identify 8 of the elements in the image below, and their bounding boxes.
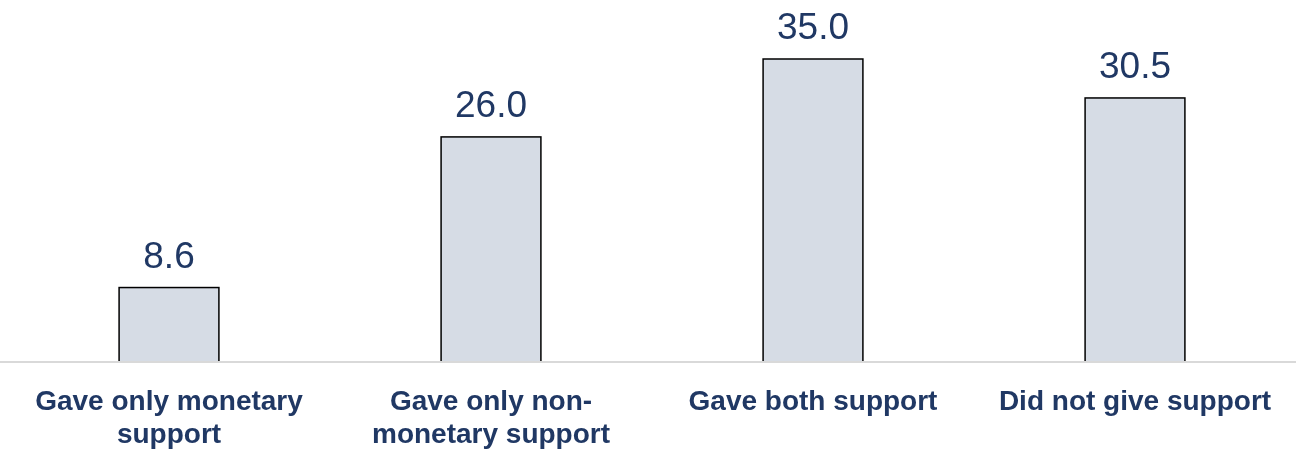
data-label: 30.5 [1098,44,1172,86]
x-tick-label: Gave both support [688,385,938,416]
data-label: 26.0 [454,83,528,125]
data-label: 8.6 [143,234,195,276]
x-tick-label: Gave only non-monetary support [371,385,611,449]
x-tick-label: Did not give support [998,385,1272,416]
data-label: 35.0 [776,6,850,47]
x-tick-label: Gave only monetary support [35,385,304,449]
